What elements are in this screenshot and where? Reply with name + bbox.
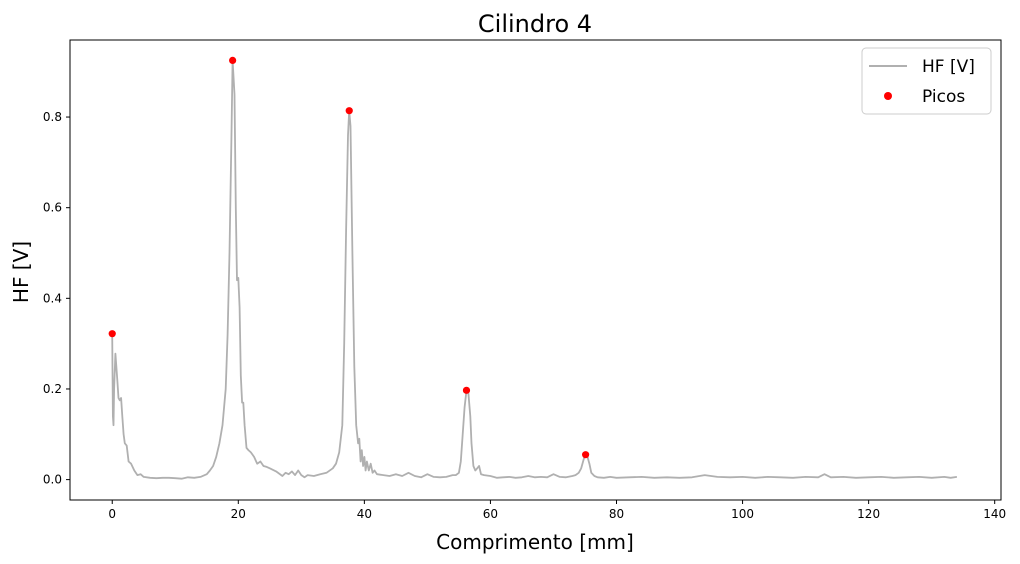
y-tick-label: 0.0 bbox=[43, 473, 62, 487]
y-axis-title: HF [V] bbox=[9, 241, 33, 303]
x-tick-label: 60 bbox=[483, 507, 498, 521]
legend-marker-swatch bbox=[884, 92, 892, 100]
axes-frame bbox=[69, 39, 1002, 501]
y-tick-label: 0.2 bbox=[43, 382, 62, 396]
y-tick-label: 0.8 bbox=[43, 110, 62, 124]
x-tick-label: 100 bbox=[731, 507, 754, 521]
x-tick-label: 40 bbox=[357, 507, 372, 521]
y-tick-label: 0.4 bbox=[43, 291, 62, 305]
chart-title: Cilindro 4 bbox=[478, 10, 592, 38]
plot-area bbox=[108, 56, 958, 480]
x-axis-title: Comprimento [mm] bbox=[436, 530, 634, 554]
peak-point bbox=[345, 107, 353, 115]
legend: HF [V] Picos bbox=[861, 47, 992, 115]
legend-label-hf: HF [V] bbox=[922, 57, 975, 77]
x-tick-label: 0 bbox=[108, 507, 116, 521]
series-line-hf bbox=[111, 59, 958, 480]
x-tick-label: 120 bbox=[857, 507, 880, 521]
legend-label-picos: Picos bbox=[922, 87, 965, 107]
peak-point bbox=[462, 386, 471, 394]
peak-point bbox=[582, 451, 590, 459]
x-tick-label: 80 bbox=[609, 507, 624, 521]
x-tick-label: 20 bbox=[231, 507, 246, 521]
peak-point bbox=[229, 56, 237, 64]
peak-point bbox=[108, 330, 116, 338]
axes: 0 20 40 60 80 100 120 140 0.0 0.2 0.4 0.6 0.8 bbox=[43, 39, 1006, 521]
x-tick-label: 140 bbox=[983, 507, 1006, 521]
y-tick-label: 0.6 bbox=[43, 201, 62, 215]
legend-box bbox=[861, 47, 992, 115]
